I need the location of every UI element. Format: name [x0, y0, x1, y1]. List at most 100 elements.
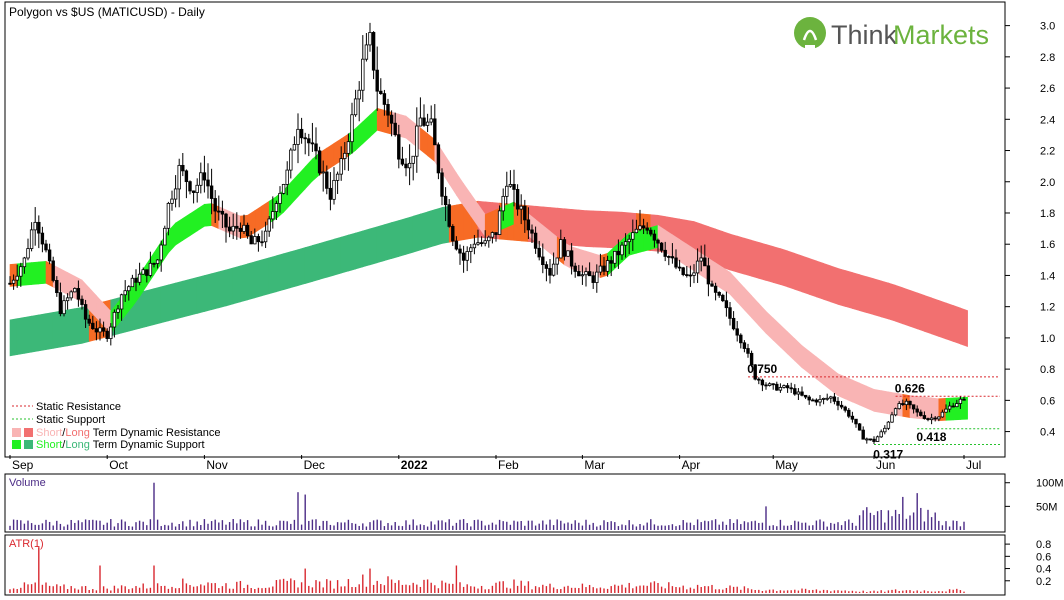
- price-level-label: 0.418: [916, 430, 946, 444]
- candle-body: [584, 271, 588, 276]
- candle-body: [782, 385, 786, 388]
- candle-body: [292, 144, 297, 151]
- short-term-dynamic-band-segment: [448, 160, 457, 197]
- candle-body: [130, 277, 135, 288]
- short-term-dynamic-band-segment: [837, 373, 846, 400]
- candle-body: [361, 58, 365, 91]
- long-term-dynamic-band-segment: [326, 238, 335, 278]
- candle-body: [112, 311, 117, 328]
- candle-body: [109, 326, 113, 339]
- long-term-dynamic-band-segment: [376, 224, 385, 264]
- candle-body: [577, 271, 581, 277]
- legend-static-resistance: Static Resistance: [36, 401, 121, 413]
- long-term-dynamic-band-segment: [38, 313, 47, 352]
- long-term-dynamic-band-segment: [74, 307, 83, 346]
- candle-body: [591, 275, 595, 283]
- long-term-dynamic-band-segment: [31, 314, 40, 353]
- atr-tick-label: 0.4: [1036, 564, 1051, 576]
- candle-body: [267, 218, 271, 232]
- chart-title: Polygon vs $US (MATICUSD) - Daily: [9, 5, 205, 19]
- candle-body: [868, 438, 873, 441]
- candle-body: [519, 205, 523, 210]
- price-tick-label: 2.0: [1040, 177, 1055, 189]
- candle-body: [839, 404, 844, 408]
- candle-body: [490, 232, 495, 238]
- candle-body: [76, 288, 81, 300]
- long-term-dynamic-band-segment: [232, 265, 241, 305]
- candle-body: [764, 384, 768, 387]
- long-term-dynamic-band-segment: [794, 252, 803, 293]
- short-term-dynamic-band-segment: [456, 172, 464, 207]
- long-term-dynamic-band-segment: [24, 315, 32, 354]
- candle-body: [87, 318, 91, 324]
- candle-body: [616, 250, 621, 256]
- candle-body: [155, 259, 160, 264]
- candle-body: [494, 232, 498, 235]
- legend-swatch-long-support: [24, 440, 33, 449]
- candle-body: [328, 187, 333, 200]
- candle-body: [843, 406, 847, 411]
- candle-body: [962, 398, 966, 401]
- long-term-dynamic-band-segment: [420, 211, 428, 251]
- candle-body: [375, 69, 379, 92]
- atr-tick-label: 0.8: [1036, 539, 1051, 551]
- long-term-dynamic-band-segment: [362, 228, 371, 268]
- candle-body: [224, 213, 228, 228]
- long-term-dynamic-band-segment: [283, 251, 292, 291]
- short-term-dynamic-band-segment: [182, 213, 191, 241]
- long-term-dynamic-band-segment: [736, 235, 745, 275]
- price-axis: 0.4 0.6 0.8 1.0 1.2 1.4 1.6 1.8 2.0 2.2 2.4 2.6 2.8 3…: [1005, 21, 1055, 439]
- candle-body: [407, 162, 412, 169]
- price-tick-label: 0.8: [1040, 364, 1055, 376]
- candle-body: [674, 257, 678, 268]
- volume-panel-frame: [4, 473, 1006, 533]
- short-term-dynamic-band-segment: [355, 120, 364, 152]
- candle-body: [44, 243, 48, 251]
- long-term-dynamic-band-segment: [571, 209, 580, 247]
- long-term-dynamic-band-segment: [9, 318, 18, 357]
- candle-body: [836, 400, 840, 406]
- long-term-dynamic-band-segment: [607, 211, 616, 249]
- legend-swatch-long-resistance: [24, 428, 33, 437]
- candle-body: [681, 267, 685, 275]
- candle-body: [98, 327, 102, 333]
- thinkmarkets-logo: Think Markets: [794, 17, 989, 50]
- candle-body: [411, 155, 415, 164]
- candle-body: [83, 304, 88, 320]
- candle-body: [811, 399, 815, 402]
- time-tick-label: Oct: [109, 458, 128, 472]
- long-term-dynamic-band-segment: [823, 262, 832, 303]
- candle-body: [915, 408, 919, 413]
- long-term-dynamic-band-segment: [866, 276, 875, 316]
- short-term-dynamic-band-segment: [772, 317, 781, 348]
- price-tick-label: 2.8: [1040, 52, 1055, 64]
- short-term-dynamic-band-segment: [816, 356, 824, 386]
- long-term-dynamic-band-segment: [355, 230, 364, 270]
- candle-body: [739, 334, 743, 344]
- candle-body: [422, 117, 426, 126]
- long-term-dynamic-band-segment: [391, 220, 400, 259]
- short-term-dynamic-band-segment: [873, 388, 882, 413]
- candle-body: [170, 198, 174, 204]
- candle-body: [62, 300, 66, 315]
- candle-body: [461, 252, 466, 261]
- candle-body: [101, 327, 106, 332]
- candle-body: [638, 225, 642, 230]
- time-tick-label: 2022: [401, 458, 428, 472]
- time-tick-label: Dec: [304, 458, 325, 472]
- candle-body: [26, 248, 30, 259]
- candle-body: [883, 427, 887, 433]
- candle-body: [760, 379, 765, 386]
- candle-body: [623, 241, 628, 246]
- candle-body: [573, 265, 577, 272]
- candle-body: [901, 403, 905, 406]
- candle-body: [551, 263, 556, 276]
- candle-body: [947, 405, 952, 410]
- legend-sup-sep: /: [62, 439, 66, 451]
- candle-body: [335, 173, 340, 181]
- candle-body: [397, 134, 401, 160]
- candle-body: [908, 400, 912, 406]
- candle-body: [55, 280, 59, 294]
- candle-body: [721, 294, 725, 302]
